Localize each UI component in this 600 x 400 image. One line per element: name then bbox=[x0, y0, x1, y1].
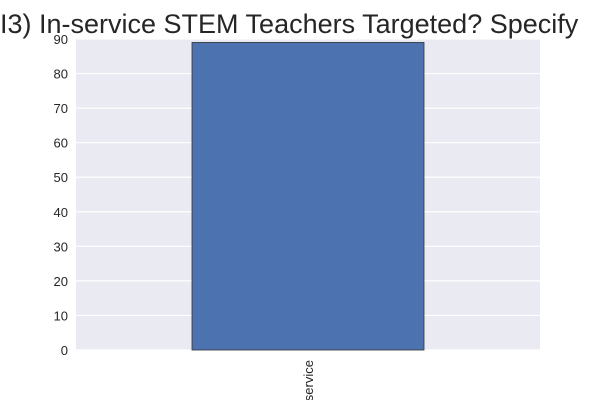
y-tick-label: 50 bbox=[54, 170, 68, 185]
chart-title: I3) In-service STEM Teachers Targeted? S… bbox=[0, 9, 579, 39]
y-tick-label: 40 bbox=[54, 205, 68, 220]
bars bbox=[191, 42, 425, 351]
x-tick-label: In-service bbox=[301, 360, 316, 400]
x-axis-ticks: In-service bbox=[301, 360, 316, 400]
y-tick-label: 70 bbox=[54, 101, 68, 116]
y-tick-label: 80 bbox=[54, 67, 68, 82]
y-tick-label: 20 bbox=[54, 274, 68, 289]
y-tick-label: 30 bbox=[54, 239, 68, 254]
y-tick-label: 10 bbox=[54, 308, 68, 323]
y-tick-label: 0 bbox=[61, 343, 68, 358]
bar bbox=[191, 42, 425, 351]
y-tick-label: 60 bbox=[54, 136, 68, 151]
y-tick-label: 90 bbox=[54, 32, 68, 47]
y-axis-ticks: 0 10 20 30 40 50 60 70 80 90 bbox=[54, 32, 68, 358]
